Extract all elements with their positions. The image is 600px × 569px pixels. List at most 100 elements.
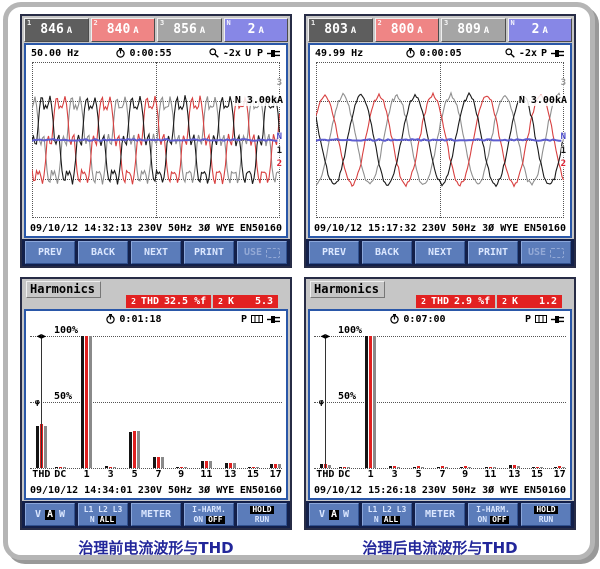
- phase-cursor-icon[interactable]: φ: [318, 397, 324, 407]
- status-standard: EN50160: [239, 484, 282, 496]
- status-grid-config: 230V 50Hz 3Ø WYE: [421, 484, 519, 496]
- trace-label-neutral: N: [560, 132, 566, 143]
- magnifier-icon: [209, 48, 219, 58]
- softkey-phase-select[interactable]: L1 L2 L3 N ALL: [78, 503, 128, 526]
- status-time: 15:17:32: [368, 222, 417, 234]
- harmonic-bar-3-L3: [113, 466, 117, 468]
- mode-flags: P: [240, 313, 247, 325]
- harmonic-cursor-line[interactable]: [41, 336, 43, 468]
- trace-label-ch2: 2: [276, 158, 282, 169]
- screen-body: 0:07:00 P 100% 50% ◀▶ φ THD DC 1 3 5 7 9 11 13 15…: [308, 309, 572, 500]
- harmonic-bar-11-L3: [208, 461, 212, 468]
- status-date: 09/10/12: [30, 222, 79, 234]
- screen-title: Harmonics: [310, 281, 386, 298]
- magnifier-icon: [505, 48, 515, 58]
- scale-label: N 3.00kA: [517, 94, 568, 106]
- zoom-level: -2x: [518, 47, 537, 59]
- gridline-0: [314, 468, 566, 469]
- selected-unit: A: [328, 508, 340, 520]
- cursor-arrows-icon[interactable]: ◀▶: [36, 331, 47, 341]
- xaxis-label-5: 5: [415, 469, 422, 480]
- status-time: 14:32:13: [84, 222, 133, 234]
- xaxis-label-THD: THD: [32, 469, 51, 480]
- status-date: 09/10/12: [314, 222, 363, 234]
- softkey-iharm[interactable]: I-HARM. ON OFF: [184, 503, 234, 526]
- softkey-print[interactable]: PRINT: [468, 241, 518, 264]
- softkey-meter[interactable]: METER: [415, 503, 465, 526]
- xaxis-label-3: 3: [391, 469, 398, 480]
- softkey-meter[interactable]: METER: [131, 503, 181, 526]
- softkey-iharm[interactable]: I-HARM. ON OFF: [468, 503, 518, 526]
- softkey-back[interactable]: BACK: [78, 241, 128, 264]
- trace-label-neutral: N: [276, 132, 282, 143]
- xaxis-label-7: 7: [155, 469, 162, 480]
- harmonic-bar-9-L3: [467, 466, 471, 468]
- readout-ch1: 1 803 A: [308, 18, 373, 42]
- waveform-plot: N 3.00kA 3 N 1 2: [32, 62, 284, 218]
- softkey-next[interactable]: NEXT: [131, 241, 181, 264]
- xaxis-label-15: 15: [246, 469, 260, 480]
- harmonic-bar-13-L2: [228, 462, 232, 468]
- harmonic-bar-7-L3: [161, 456, 165, 468]
- harmonic-bar-THD-L1: [35, 425, 39, 468]
- softkey-back[interactable]: BACK: [362, 241, 412, 264]
- scale-label: N 3.00kA: [233, 94, 284, 106]
- harmonic-bar-THD-L3: [43, 425, 47, 468]
- screen-body: 0:01:18 P 100% 50% ◀▶ φ THD DC 1 3 5 7 9 11 13 15…: [24, 309, 288, 500]
- softkey-use[interactable]: USE: [521, 241, 571, 264]
- plug-icon: [267, 315, 280, 323]
- harmonic-cursor-line[interactable]: [325, 336, 327, 468]
- title-strip: Harmonics 2 THD 2.9 %f 2 K 1.2: [306, 279, 574, 309]
- hold-state: HOLD: [534, 504, 558, 514]
- xaxis-label-13: 13: [224, 469, 237, 480]
- waveform-traces: [32, 94, 280, 185]
- status-bar: 09/10/12 15:17:32 230V 50Hz 3Ø WYE EN5016…: [310, 220, 570, 236]
- phase-cursor-icon[interactable]: φ: [34, 397, 40, 407]
- softkey-hold-run[interactable]: HOLD RUN: [237, 503, 287, 526]
- xaxis-label-5: 5: [131, 469, 138, 480]
- thd-badge: 2 THD 2.9 %f: [416, 295, 496, 308]
- harmonic-bar-13-L3: [516, 466, 520, 468]
- frequency-readout: 50.00 Hz: [31, 47, 80, 59]
- elapsed-time: 0:07:00: [403, 313, 446, 325]
- thd-badge: 2 THD 32.5 %f: [126, 295, 212, 308]
- softkey-print[interactable]: PRINT: [184, 241, 234, 264]
- cursor-arrows-icon[interactable]: ◀▶: [320, 331, 331, 341]
- trace-L3: [316, 91, 564, 187]
- iharm-off-state: OFF: [490, 514, 509, 524]
- harmonic-bar-17-L3: [278, 464, 282, 468]
- softkey-use[interactable]: USE: [237, 241, 287, 264]
- harmonic-bar-15-L3: [255, 466, 259, 468]
- softkey-prev[interactable]: PREV: [25, 241, 75, 264]
- screen-body: 50.00 Hz 0:00:55 -2x U P N 3.00kA 3 N 1 …: [24, 43, 288, 238]
- trace-label-ch1: 1: [276, 146, 282, 157]
- harmonic-order-axis: THD DC 1 3 5 7 9 11 13 15 17: [30, 469, 282, 482]
- harmonic-bar-THD-L3: [327, 464, 331, 468]
- harmonic-bar-THD-L1: [319, 464, 323, 468]
- harmonics-bar-chart: 100% 50% ◀▶ φ: [30, 325, 282, 469]
- softkey-prev[interactable]: PREV: [309, 241, 359, 264]
- softkey-next[interactable]: NEXT: [415, 241, 465, 264]
- harmonic-bar-5-L1: [129, 432, 133, 468]
- harmonic-bar-5-L3: [421, 466, 425, 468]
- mode-flags: P: [540, 47, 548, 59]
- softkey-phase-select[interactable]: L1 L2 L3 N ALL: [362, 503, 412, 526]
- xaxis-label-15: 15: [530, 469, 544, 480]
- softkey-hold-run[interactable]: HOLD RUN: [521, 503, 571, 526]
- harmonic-bar-7-L2: [157, 457, 161, 468]
- xaxis-label-DC: DC: [338, 469, 351, 480]
- info-bar: 50.00 Hz 0:00:55 -2x U P: [26, 45, 286, 61]
- harmonic-bar-17-L2: [558, 466, 562, 468]
- harmonic-bar-9-L2: [179, 466, 183, 468]
- use-window-icon: [550, 247, 565, 258]
- mode-flags: U P: [244, 47, 264, 59]
- harmonic-bar-5-L1: [413, 466, 417, 468]
- harmonic-bar-17-L1: [554, 466, 558, 468]
- elapsed-time: 0:00:55: [129, 47, 172, 59]
- harmonic-bar-1-L3: [89, 336, 93, 468]
